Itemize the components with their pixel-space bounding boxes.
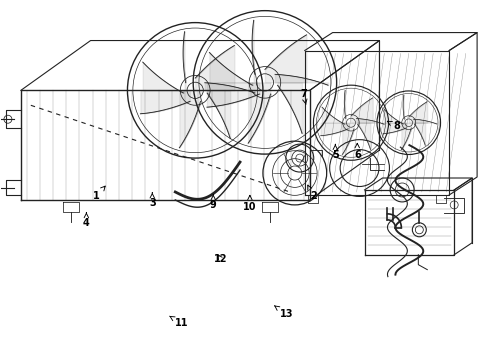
Text: 7: 7	[300, 89, 307, 104]
Text: 12: 12	[214, 254, 227, 264]
Text: 5: 5	[332, 144, 339, 160]
Text: 1: 1	[93, 186, 105, 201]
Text: 8: 8	[387, 121, 400, 131]
Text: 11: 11	[170, 316, 188, 328]
Text: 13: 13	[274, 306, 293, 319]
Text: 10: 10	[243, 195, 257, 212]
Text: 9: 9	[210, 194, 217, 210]
Text: 2: 2	[308, 185, 317, 201]
Text: 6: 6	[354, 143, 361, 160]
Text: 3: 3	[149, 193, 156, 208]
Text: 4: 4	[83, 212, 90, 228]
